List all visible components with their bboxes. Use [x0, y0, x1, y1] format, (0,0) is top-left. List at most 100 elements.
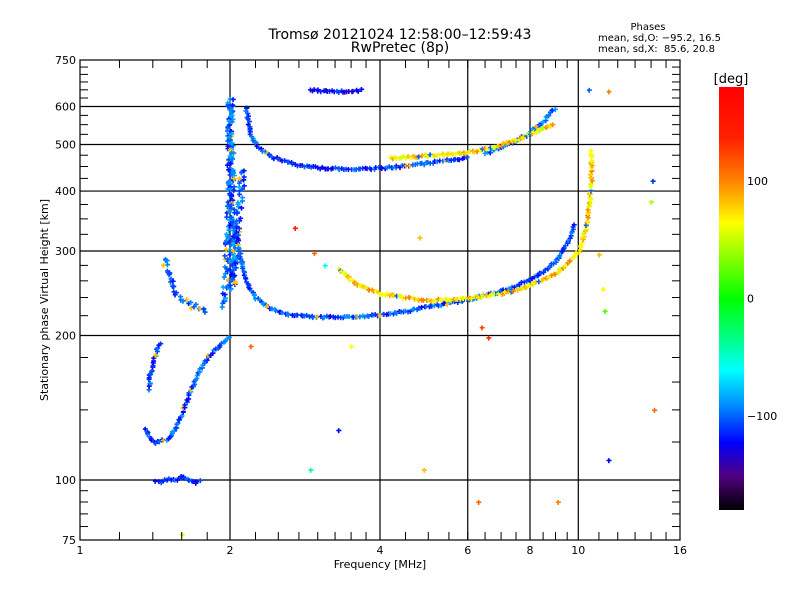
data-point: [290, 161, 296, 167]
data-point: [295, 312, 301, 318]
data-point: [228, 158, 234, 164]
data-point: [460, 156, 466, 162]
data-point: [228, 184, 234, 190]
data-point: [186, 390, 192, 396]
data-point: [227, 153, 233, 159]
data-point: [506, 286, 512, 292]
data-point: [239, 186, 245, 192]
data-point: [588, 175, 594, 181]
data-point: [253, 141, 259, 147]
data-point: [312, 87, 318, 93]
data-point: [235, 233, 241, 239]
data-point: [533, 124, 539, 130]
data-point: [259, 299, 265, 305]
data-point: [226, 227, 232, 233]
data-point: [485, 149, 491, 155]
data-point: [452, 156, 458, 162]
data-point: [421, 297, 427, 303]
data-point: [386, 164, 392, 170]
data-point: [222, 295, 228, 301]
data-point: [470, 148, 476, 154]
x-tick-labels: 1 2 4 6 8 10 16: [77, 544, 688, 557]
data-point: [153, 440, 159, 446]
data-point: [547, 264, 553, 270]
data-point: [228, 286, 234, 292]
data-point: [230, 97, 236, 103]
data-point: [295, 163, 301, 169]
data-point: [245, 113, 251, 119]
data-point: [412, 296, 418, 302]
data-point: [562, 243, 568, 249]
data-point: [549, 107, 555, 113]
data-point: [190, 384, 196, 390]
data-point: [226, 157, 232, 163]
data-point: [347, 277, 353, 283]
data-point: [339, 88, 345, 94]
data-point: [224, 203, 230, 209]
data-point: [224, 336, 230, 342]
data-point: [501, 144, 507, 150]
data-point: [247, 119, 253, 125]
data-point: [524, 278, 530, 284]
chart-title: Tromsø 20121024 12:58:00–12:59:43: [268, 27, 532, 43]
data-point: [580, 231, 586, 237]
data-point: [167, 434, 173, 440]
data-point: [228, 113, 234, 119]
data-point: [485, 146, 491, 152]
data-point: [147, 380, 153, 386]
data-point: [587, 190, 593, 196]
data-point: [273, 308, 279, 314]
data-point: [411, 306, 417, 312]
data-point: [264, 303, 270, 309]
data-point: [565, 260, 571, 266]
chart-subtitle: RwPretec (8p): [350, 40, 450, 56]
data-point: [583, 222, 589, 228]
data-point: [231, 230, 237, 236]
data-point: [606, 458, 612, 464]
data-point: [419, 153, 425, 159]
y-tick-label: 100: [55, 474, 76, 487]
data-point: [381, 311, 387, 317]
data-point: [530, 129, 536, 135]
data-point: [247, 129, 253, 135]
data-point: [337, 167, 343, 173]
data-point: [193, 302, 199, 308]
data-point: [223, 238, 229, 244]
data-point: [197, 366, 203, 372]
data-point: [568, 233, 574, 239]
data-point: [580, 235, 586, 241]
data-point: [245, 116, 251, 122]
data-point: [239, 205, 245, 211]
y-tick-label: 600: [55, 101, 76, 114]
data-point: [182, 476, 188, 482]
data-point: [231, 267, 237, 273]
phase-stats-o-label: mean, sd,O:: [598, 33, 659, 44]
data-point: [434, 159, 440, 165]
data-point: [250, 138, 256, 144]
data-point: [547, 109, 553, 115]
data-point: [197, 369, 203, 375]
data-point: [343, 273, 349, 279]
data-point: [496, 291, 502, 297]
data-point: [649, 199, 655, 205]
data-point: [185, 476, 191, 482]
data-point: [438, 303, 444, 309]
y-tick-label: 400: [55, 185, 76, 198]
data-point: [226, 239, 232, 245]
data-point: [522, 279, 528, 285]
plot-frame: [79, 59, 681, 541]
data-point: [267, 153, 273, 159]
data-point: [505, 289, 511, 295]
data-point: [360, 313, 366, 319]
data-point: [181, 474, 187, 480]
data-point: [359, 86, 365, 92]
data-point: [230, 237, 236, 243]
data-point: [229, 167, 235, 173]
data-point: [421, 467, 427, 473]
data-point: [455, 299, 461, 305]
data-point: [225, 128, 231, 134]
data-point: [220, 291, 226, 297]
data-point: [425, 153, 431, 159]
data-point: [227, 105, 233, 111]
